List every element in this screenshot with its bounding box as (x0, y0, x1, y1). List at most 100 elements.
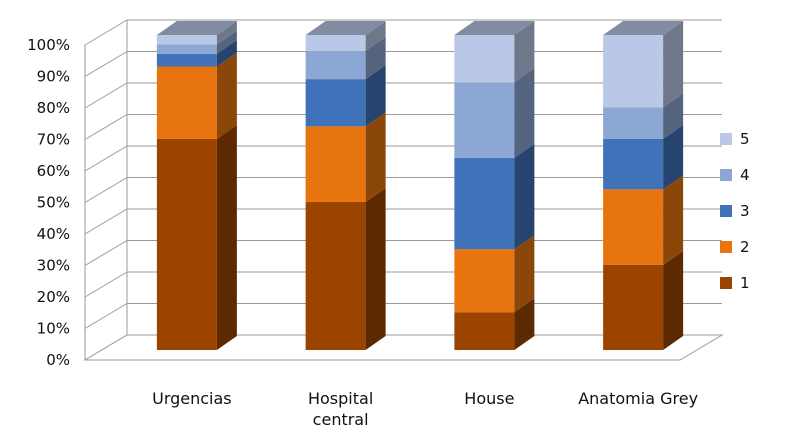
bar-side (663, 124, 684, 190)
y-tick-label: 10% (37, 320, 70, 338)
y-tick-label: 30% (37, 257, 70, 275)
bar-front (603, 264, 664, 350)
legend-swatch (720, 133, 732, 145)
bar-side (663, 93, 684, 139)
gridline-depth (84, 82, 128, 109)
bar-top (156, 21, 237, 35)
legend-item-1: 1 (720, 274, 750, 292)
x-category-label-line: Anatomia Grey (578, 389, 698, 408)
bar-front (603, 35, 664, 108)
bar-top (305, 21, 386, 35)
legend-item-4: 4 (720, 166, 750, 184)
gridline-depth (84, 208, 128, 235)
bar-front (305, 79, 366, 127)
legend-swatch (720, 241, 732, 253)
bar-side (514, 21, 535, 83)
bar-segment-4-series-1 (603, 250, 684, 350)
gridline-depth (84, 240, 128, 266)
bar-segment-2-series-2 (305, 112, 386, 202)
bar-segment-3-series-4 (454, 68, 535, 158)
bar-front (454, 312, 515, 350)
floor-plane (83, 334, 724, 361)
bar-side (365, 65, 386, 127)
bar-side (365, 187, 386, 350)
y-tick-label: 100% (27, 36, 70, 54)
bar-side (216, 30, 237, 54)
legend-item-3: 3 (720, 202, 750, 220)
bar-front (156, 44, 217, 54)
bar-front (156, 53, 217, 67)
y-axis-ticks: 0% 10% 20% 30% 40% 50% 60% 70% 80% 90% 100% (27, 36, 70, 369)
bar-side (514, 68, 535, 158)
gridline-depth (84, 114, 128, 140)
bar-front (305, 35, 366, 51)
bar-segment-2-series-3 (305, 65, 386, 127)
bar-front (156, 66, 217, 139)
bar-front (305, 126, 366, 202)
y-tick-label: 60% (37, 162, 70, 180)
bar-side (663, 250, 684, 350)
legend-swatch (720, 169, 732, 181)
bar-segment-3-series-2 (454, 235, 535, 313)
x-category-label-line: Hospital (308, 389, 373, 408)
bar-side (514, 143, 535, 250)
bar-front (603, 189, 664, 265)
bar-side (365, 36, 386, 80)
bar-front (454, 82, 515, 158)
bar-segment-1-series-4 (156, 30, 237, 54)
y-tick-label: 0% (46, 351, 70, 369)
x-category-label: House (464, 389, 514, 408)
legend-label: 4 (740, 166, 750, 184)
bar-front (454, 35, 515, 83)
bar-segment-4-series-5 (603, 21, 684, 108)
bar-front (156, 35, 217, 45)
bar-segment-2-series-4 (305, 36, 386, 80)
x-category-label: Urgencias (152, 389, 232, 408)
bar-front (305, 201, 366, 350)
x-category-label: Anatomia Grey (578, 389, 698, 408)
bar-segment-4-series-2 (603, 175, 684, 265)
y-tick-label: 90% (37, 68, 70, 86)
chart-floor (83, 334, 724, 361)
bar-side (514, 235, 535, 313)
legend-label: 3 (740, 202, 750, 220)
bar-segment-2-series-5 (305, 21, 386, 51)
bar-segment-3-series-5 (454, 21, 535, 83)
bar-segment-3-series-3 (454, 143, 535, 250)
x-category-label-line: Urgencias (152, 389, 232, 408)
y-tick-label: 80% (37, 99, 70, 117)
bar-front (454, 157, 515, 250)
y-tick-label: 50% (37, 194, 70, 212)
legend: 5 4 3 2 1 (720, 130, 750, 292)
bar-segment-1-series-2 (156, 52, 237, 139)
gridline-depth (84, 177, 128, 203)
bar-front (454, 249, 515, 313)
bar-segment-4-series-4 (603, 93, 684, 139)
bar-side (663, 21, 684, 108)
bar-front (603, 107, 664, 139)
legend-label: 5 (740, 130, 750, 148)
y-tick-label: 70% (37, 131, 70, 149)
legend-swatch (720, 205, 732, 217)
bar-side (514, 298, 535, 350)
bar-segment-1-series-1 (156, 124, 237, 350)
y-tick-label: 20% (37, 288, 70, 306)
bar-front (603, 138, 664, 190)
x-axis-labels: Urgencias Hospital central House Anatomia Gr… (152, 389, 698, 429)
bar-segment-1-series-5 (156, 21, 237, 45)
bar-front (305, 50, 366, 80)
x-category-label-line: House (464, 389, 514, 408)
legend-label: 1 (740, 274, 750, 292)
gridline-depth (84, 271, 128, 298)
legend-item-2: 2 (720, 238, 750, 256)
gridline-depth (84, 19, 128, 46)
bar-segment-3-series-1 (454, 298, 535, 350)
bar-side (663, 175, 684, 265)
bar-top (603, 21, 684, 35)
gridline-depth (84, 51, 128, 77)
gridline-depth (84, 145, 128, 172)
legend-item-5: 5 (720, 130, 750, 148)
bar-top (454, 21, 535, 35)
bars (156, 21, 684, 350)
